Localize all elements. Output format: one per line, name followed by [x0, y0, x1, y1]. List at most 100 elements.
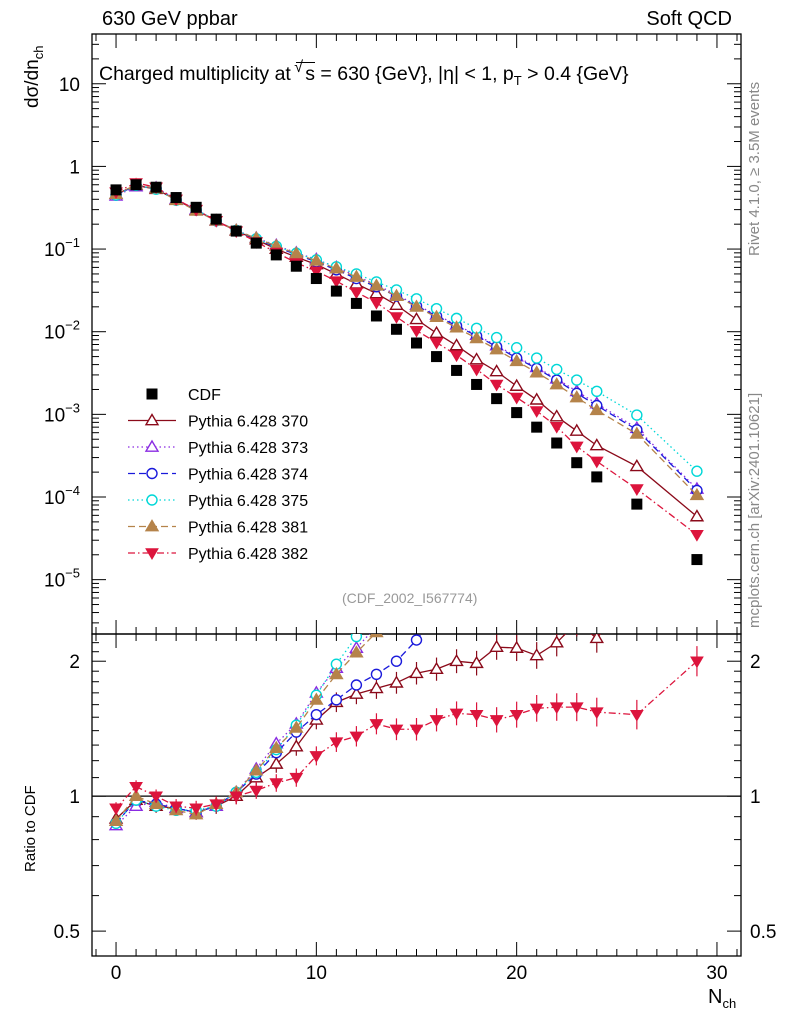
data-point [589, 456, 604, 469]
ratio-point [431, 564, 443, 574]
data-point [369, 286, 384, 299]
ratio-point [391, 578, 401, 588]
data-point [429, 309, 444, 323]
data-point [531, 421, 543, 433]
data-point [210, 213, 222, 225]
data-point [589, 438, 605, 451]
ratio-point [571, 403, 583, 413]
data-point [431, 351, 443, 363]
ratio-point [549, 702, 564, 715]
data-point [350, 297, 362, 309]
ratio-point [389, 724, 404, 737]
ratio-point [349, 645, 364, 658]
data-point [509, 378, 524, 391]
data-point [369, 297, 384, 310]
data-point [190, 201, 202, 213]
ratio-point [452, 509, 462, 519]
ratio-point [469, 655, 484, 669]
ratio-point [471, 522, 483, 532]
ratio-point [329, 737, 344, 750]
ratio-point [509, 640, 524, 653]
data-point [451, 364, 463, 376]
ratio-point [531, 466, 543, 476]
ratio-y-tick-label: 1 [69, 787, 80, 808]
data-point [569, 390, 584, 403]
data-point [429, 325, 444, 339]
x-tick-label: 30 [706, 963, 727, 984]
series-pythia-6-428-382 [109, 178, 704, 542]
data-point [150, 181, 162, 193]
ratio-point [529, 648, 544, 661]
ratio-point [491, 523, 503, 533]
data-point [349, 269, 364, 282]
ratio-point [310, 708, 323, 721]
ratio-point [631, 583, 643, 593]
ratio-point [691, 409, 703, 419]
x-tick-label: 10 [306, 963, 327, 984]
ratio-point [309, 692, 324, 705]
ratio-point [552, 470, 562, 480]
data-point [309, 253, 324, 266]
ratio-point [128, 788, 144, 802]
legend-label: Pythia 6.428 370 [188, 414, 308, 431]
ratio-point [390, 610, 402, 620]
ratio-point [449, 653, 464, 667]
data-point [529, 365, 544, 378]
data-point [490, 331, 503, 344]
ratio-point [492, 542, 502, 552]
data-point [491, 393, 503, 405]
data-point [390, 323, 402, 335]
header-left: 630 GeV ppbar [102, 8, 238, 30]
legend-item: Pythia 6.428 382 [128, 546, 308, 563]
ratio-point [410, 634, 423, 646]
ratio-point [691, 441, 703, 451]
ratio-point [551, 473, 563, 483]
data-point [529, 406, 544, 418]
data-point [370, 310, 382, 322]
ratio-point [350, 634, 363, 643]
ratio-point [471, 541, 483, 551]
legend-marker [144, 519, 160, 532]
data-point [549, 409, 564, 422]
ratio-point [269, 778, 284, 790]
series-cdf [110, 179, 703, 566]
ratio-y-tick-label-right: 1 [750, 787, 761, 808]
ratio-point [431, 576, 443, 586]
ratio-point [329, 666, 344, 680]
ratio-point [592, 326, 602, 336]
data-point [449, 338, 464, 351]
ratio-point [209, 799, 224, 812]
ratio-point [330, 694, 343, 706]
ratio-point [569, 702, 584, 715]
ratio-point [532, 498, 542, 508]
data-point [489, 379, 504, 392]
data-point [270, 249, 282, 261]
ratio-point [149, 791, 163, 804]
ratio-point [369, 634, 384, 638]
mcplots-label: mcplots.cern.ch [arXiv:2401.10621] [746, 392, 763, 628]
data-point [549, 377, 564, 390]
data-point [170, 192, 182, 204]
ratio-point [189, 803, 204, 816]
data-point [629, 484, 644, 496]
ratio-point [692, 312, 702, 322]
ratio-point [349, 731, 364, 744]
data-point [569, 423, 584, 436]
ratio-point [412, 552, 422, 562]
data-point [631, 498, 643, 510]
ratio-point [169, 801, 184, 814]
ratio-point [249, 785, 264, 798]
data-point [690, 529, 704, 542]
legend-item: Pythia 6.428 373 [128, 439, 308, 457]
y-tick-label: 10−1 [44, 235, 80, 261]
data-point [290, 260, 302, 272]
data-point [631, 409, 643, 421]
ratio-point [429, 715, 444, 727]
data-point [409, 325, 424, 338]
ratio-y-tick-label-right: 0.5 [750, 922, 776, 943]
data-point [230, 225, 242, 237]
legend-marker [146, 388, 158, 400]
ratio-point [289, 772, 304, 785]
ratio-point [148, 796, 164, 810]
